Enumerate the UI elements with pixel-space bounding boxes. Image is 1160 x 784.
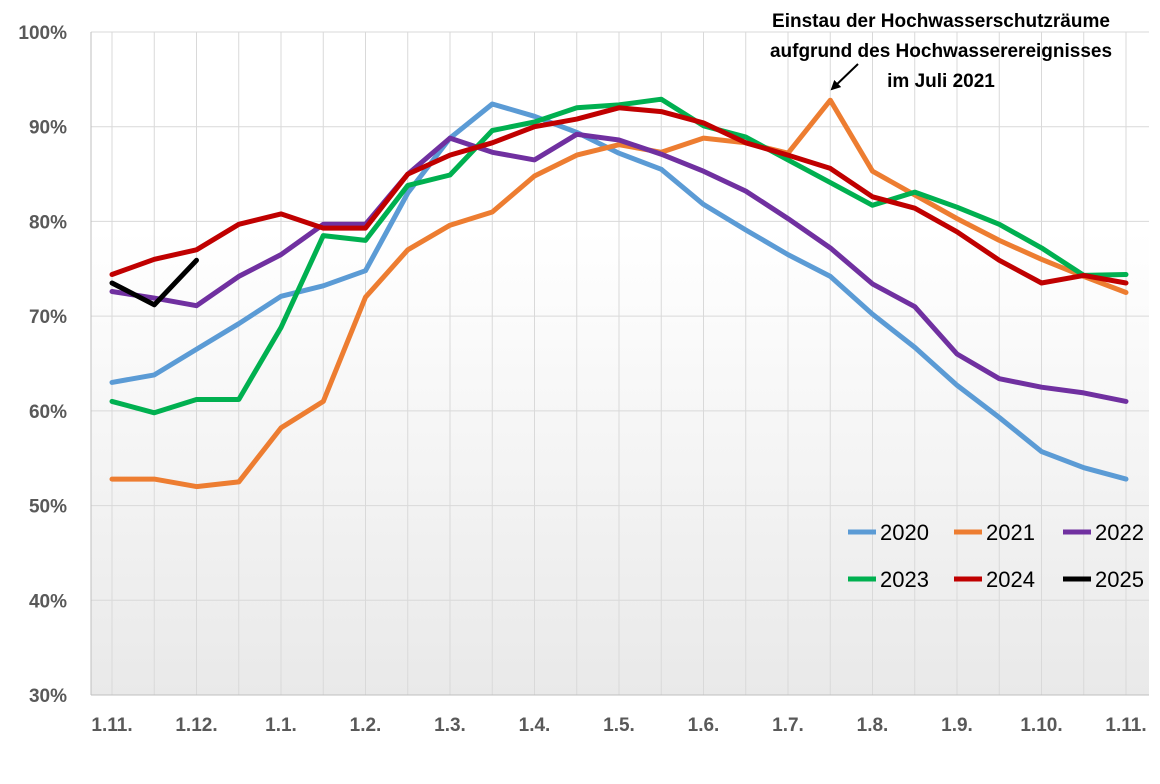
x-tick-label: 1.11. xyxy=(91,715,132,736)
x-tick-label: 1.10. xyxy=(1020,715,1062,736)
legend-label-2022: 2022 xyxy=(1095,520,1144,545)
grid xyxy=(91,31,1149,696)
y-tick-label: 70% xyxy=(29,307,67,328)
x-tick-label: 1.5. xyxy=(603,715,635,736)
legend-label-2021: 2021 xyxy=(986,520,1035,545)
series-line-2024 xyxy=(109,105,1129,286)
series-line-2021 xyxy=(109,97,1129,490)
x-tick-label: 1.3. xyxy=(434,715,466,736)
y-tick-label: 30% xyxy=(29,686,67,707)
legend-label-2020: 2020 xyxy=(880,520,929,545)
legend-label-2023: 2023 xyxy=(880,567,929,592)
annotation-text-line: aufgrund des Hochwasserereignisses xyxy=(770,41,1112,62)
annotation-arrow xyxy=(830,63,859,91)
annotation-text-line: im Juli 2021 xyxy=(887,71,995,92)
legend: 2020 2021 2022 2023 2024 2025 xyxy=(848,520,1144,592)
x-tick-label: 1.1. xyxy=(265,715,297,736)
y-tick-label: 90% xyxy=(29,118,67,139)
y-tick-label: 100% xyxy=(18,23,67,44)
x-tick-label: 1.12. xyxy=(175,715,217,736)
series-line-2023 xyxy=(109,96,1129,416)
y-tick-label: 50% xyxy=(29,497,67,518)
x-tick-label: 1.7. xyxy=(772,715,804,736)
x-tick-label: 1.4. xyxy=(519,715,551,736)
plot-area xyxy=(91,32,1149,695)
series-lines xyxy=(109,96,1129,490)
series-line-2020 xyxy=(109,101,1129,482)
y-tick-label: 40% xyxy=(29,591,67,612)
x-tick-label: 1.2. xyxy=(350,715,382,736)
x-tick-label: 1.8. xyxy=(857,715,889,736)
series-line-2022 xyxy=(109,131,1129,404)
series-line-2025 xyxy=(109,257,199,308)
legend-label-2024: 2024 xyxy=(986,567,1035,592)
x-tick-label: 1.9. xyxy=(941,715,973,736)
x-tick-label: 1.6. xyxy=(688,715,720,736)
x-tick-label: 1.11. xyxy=(1105,715,1146,736)
axes: 30% 40% 50% 60% 70% 80% 90% 100% 1.11. 1.12. 1.1. 1… xyxy=(18,23,1149,736)
legend-label-2025: 2025 xyxy=(1095,567,1144,592)
y-tick-label: 80% xyxy=(29,212,67,233)
y-tick-label: 60% xyxy=(29,402,67,423)
annotation: Einstau der Hochwasserschutzräume aufgrun… xyxy=(770,11,1112,92)
annotation-text-line: Einstau der Hochwasserschutzräume xyxy=(772,11,1110,32)
